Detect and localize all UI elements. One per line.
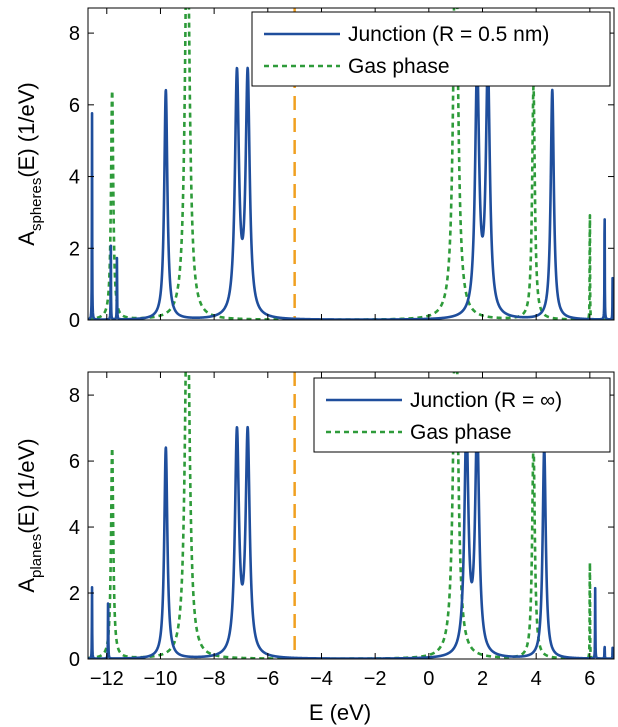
legend-entry-label: Gas phase [348,55,450,78]
y-tick-label: 8 [69,385,80,407]
y-tick-label: 6 [69,95,80,117]
legend-entry-label: Junction (R = ∞) [410,389,562,412]
y-axis-label: Aspheres(E) (1/eV) [14,82,45,245]
legend: Junction (R = ∞) Gas phase [313,377,611,453]
x-tick-label: 4 [531,668,542,690]
axes-frame [87,7,615,321]
x-tick-label: −10 [143,668,177,690]
x-tick-label: −4 [310,668,333,690]
x-tick-label: 6 [584,668,595,690]
top-panel: 0 2 4 6 8 Aspheres(E) (1/eV) Junction (R = 0.5… [14,7,615,332]
series-junction-line [88,59,614,320]
legend-box [251,11,611,87]
x-tick-label: −2 [364,668,387,690]
y-axis-label: Aplanes(E) (1/eV) [14,438,45,592]
y-tick-label: 8 [69,23,80,45]
y-tick-label: 6 [69,451,80,473]
legend-entry-label: Gas phase [410,421,512,444]
legend: Junction (R = 0.5 nm) Gas phase [251,11,611,87]
axes-frame [87,371,615,660]
y-tick-label: 2 [69,583,80,605]
legend-box [313,377,611,453]
bottom-panel: 0 2 4 6 8 −12 −10 −8 −6 −4 −2 0 2 4 6 Aplanes(E) (1/eV)… [14,371,615,690]
x-axis-label: E (eV) [309,700,371,725]
y-tick-label: 4 [69,517,80,539]
legend-entry-label: Junction (R = 0.5 nm) [348,23,549,46]
x-tick-label: 0 [423,668,434,690]
y-tick-label: 0 [69,649,80,671]
y-tick-label: 0 [69,310,80,332]
x-tick-label: −12 [90,668,124,690]
y-tick-label: 4 [69,167,80,189]
x-tick-label: −8 [203,668,226,690]
y-tick-label: 2 [69,238,80,260]
x-tick-label: 2 [477,668,488,690]
x-tick-label: −6 [256,668,279,690]
